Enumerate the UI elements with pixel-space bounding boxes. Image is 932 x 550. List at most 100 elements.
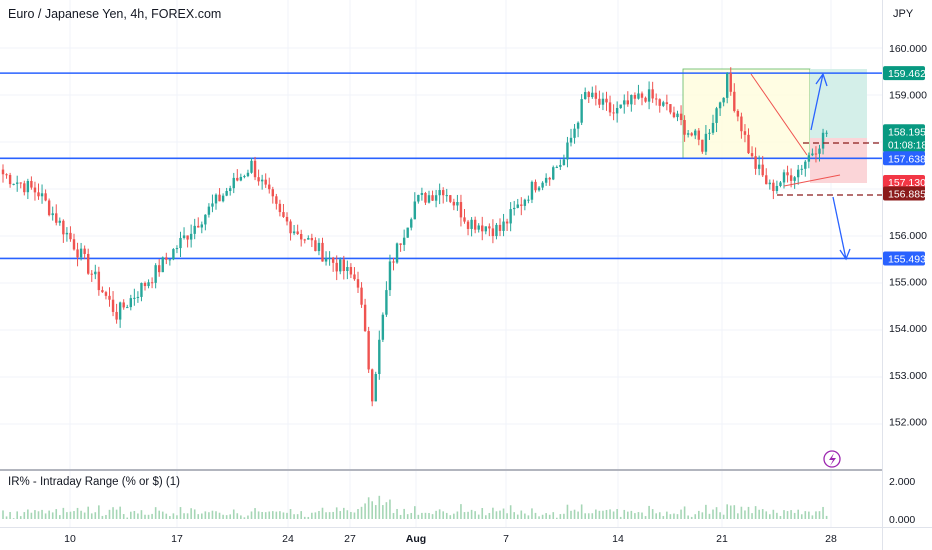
indicator-bar — [133, 510, 136, 519]
candle-body — [147, 282, 150, 287]
indicator-bar — [392, 513, 395, 519]
candle-body — [672, 112, 676, 118]
candle-body — [750, 153, 754, 157]
indicator-bar — [428, 512, 430, 519]
price-tag[interactable] — [883, 251, 925, 266]
indicator-bar — [651, 509, 654, 519]
indicator-bar — [229, 514, 231, 519]
indicator-bar — [811, 515, 814, 519]
indicator-bar — [591, 513, 594, 519]
candle-body — [417, 194, 420, 202]
price-tag[interactable] — [883, 175, 925, 190]
candle-body — [683, 120, 686, 135]
indicator-bar — [637, 512, 640, 519]
target-zone[interactable] — [810, 69, 867, 138]
arrow-up[interactable] — [810, 72, 828, 131]
candle-body — [5, 174, 8, 176]
candle-body — [136, 296, 140, 298]
indicator-bar — [147, 514, 150, 519]
candle-body — [537, 187, 541, 191]
indicator-bar — [740, 506, 743, 519]
candle-body — [772, 182, 775, 192]
indicator-bar — [499, 510, 501, 519]
candle-body — [44, 193, 47, 201]
candle-body — [111, 299, 115, 312]
candle-body — [221, 195, 225, 202]
consolidation-zone[interactable] — [682, 68, 811, 159]
indicator-bar — [783, 510, 785, 519]
indicator-bar — [822, 506, 824, 519]
lightning-icon[interactable] — [823, 450, 841, 468]
indicator-bar — [747, 506, 750, 519]
candle-body — [594, 92, 598, 99]
indicator-bar — [90, 513, 93, 519]
candle-body — [264, 179, 267, 185]
candle-body — [527, 199, 530, 201]
candle-body — [388, 261, 392, 291]
indicator-bar — [268, 511, 271, 519]
indicator-bar — [137, 513, 139, 519]
trend-line-up[interactable] — [783, 174, 841, 187]
price-tag[interactable] — [883, 124, 925, 153]
indicator-bar — [314, 512, 317, 519]
candle-body — [200, 224, 203, 228]
candle-body — [30, 180, 33, 188]
indicator-bar — [492, 507, 494, 519]
indicator-bar — [800, 514, 803, 519]
indicator-bar — [364, 503, 366, 519]
currency-label[interactable]: JPY — [893, 8, 914, 20]
indicator-bar — [421, 512, 423, 519]
candle-body — [534, 181, 537, 191]
price-tag[interactable] — [883, 186, 925, 201]
price-tick: 154.000 — [889, 323, 927, 335]
stop-zone[interactable] — [810, 138, 867, 183]
indicator-bar — [367, 497, 370, 519]
indicator-bar — [80, 510, 82, 519]
candle-body — [488, 226, 491, 229]
indicator-bar — [463, 512, 466, 519]
indicator-bar — [538, 516, 540, 519]
price-tick: 155.000 — [889, 277, 927, 289]
candle-body — [733, 91, 736, 111]
candle-body — [268, 184, 271, 190]
indicator-bar — [94, 512, 97, 519]
price-tag[interactable] — [883, 66, 925, 81]
candle-body — [154, 265, 157, 283]
candle-body — [282, 212, 285, 217]
indicator-bar — [296, 514, 299, 519]
candle-body — [108, 295, 111, 300]
indicator-bar — [737, 513, 739, 519]
candle-body — [449, 195, 452, 202]
indicator-bar — [62, 507, 65, 519]
indicator-bar — [815, 511, 817, 519]
candle-body — [104, 292, 108, 296]
indicator-bars — [2, 495, 828, 519]
indicator-bar — [44, 513, 47, 519]
arrow-down[interactable] — [832, 196, 851, 261]
indicator-bar — [165, 513, 168, 519]
indicator-bar — [350, 511, 352, 519]
trend-line-down[interactable] — [750, 73, 808, 156]
time-tick: Aug — [406, 533, 426, 545]
indicator-bar — [240, 515, 242, 519]
candle-body — [175, 248, 179, 250]
candle-body — [410, 219, 413, 228]
candle-body — [374, 374, 377, 402]
candle-body — [83, 248, 86, 254]
indicator-bar — [66, 512, 68, 519]
candle-body — [747, 134, 750, 154]
candle-body — [442, 190, 445, 196]
candle-body — [239, 176, 243, 181]
candle-body — [509, 209, 512, 224]
candle-body — [23, 183, 26, 193]
candle-body — [633, 94, 637, 99]
candle-body — [800, 168, 803, 170]
indicator-label[interactable]: IR% - Intraday Range (% or $) (1) — [8, 476, 180, 488]
indicator-bar — [566, 504, 569, 519]
indicator-bar — [690, 516, 693, 519]
price-tag[interactable] — [883, 151, 925, 166]
indicator-bar — [396, 508, 398, 519]
time-tick: 17 — [171, 533, 183, 545]
price-tick: 152.000 — [889, 417, 927, 429]
